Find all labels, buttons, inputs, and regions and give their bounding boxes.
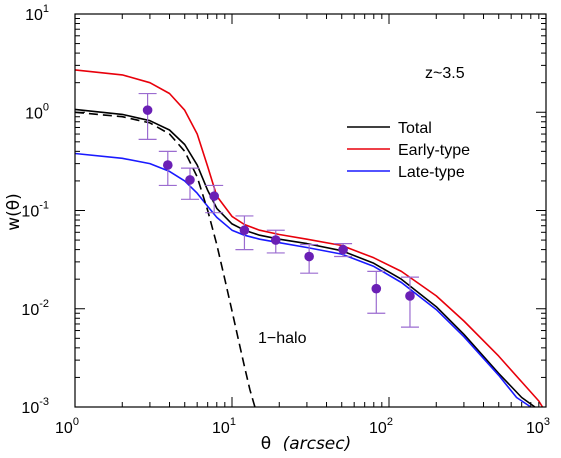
y-tick-label: 100: [25, 101, 49, 122]
series-line-early-type: [74, 69, 544, 408]
data-point: [180, 167, 199, 200]
tick-exponent: 0: [43, 101, 49, 113]
x-tick-label: 102: [369, 416, 393, 437]
data-marker: [239, 225, 250, 236]
data-marker: [142, 105, 153, 115]
tick-base: 10: [526, 420, 544, 437]
data-marker: [162, 160, 173, 170]
tick-base: 10: [21, 302, 39, 319]
data-marker: [209, 191, 219, 201]
tick-base: 10: [212, 420, 230, 437]
data-point: [334, 243, 353, 258]
data-point: [138, 92, 157, 140]
series-line-late-type: [74, 152, 532, 408]
data-point: [300, 243, 319, 274]
data-point: [400, 276, 419, 328]
x-axis-title: θ (arcsec): [261, 434, 352, 454]
data-marker: [304, 251, 314, 262]
plot-lines: [74, 69, 544, 408]
tick-base: 10: [25, 105, 43, 122]
legend: Total Early-type Late-type: [347, 120, 470, 181]
tick-exponent: 3: [544, 416, 550, 428]
legend-label-total: Total: [398, 120, 432, 137]
data-point: [266, 229, 285, 254]
x-tick-label: 100: [55, 416, 79, 437]
tick-base: 10: [25, 7, 43, 24]
data-marker: [270, 235, 281, 245]
data-point: [158, 150, 177, 187]
data-point: [205, 184, 224, 214]
tick-exponent: 0: [73, 416, 79, 428]
series-line-total: [74, 108, 536, 408]
tick-exponent: -2: [39, 298, 49, 310]
data-marker: [371, 283, 382, 294]
y-tick-label: 10-3: [21, 396, 49, 417]
y-tick-label: 101: [25, 3, 49, 24]
legend-label-early-type: Early-type: [398, 142, 470, 159]
y-tick-label: 10-1: [21, 200, 49, 221]
tick-base: 10: [369, 420, 387, 437]
tick-exponent: 1: [230, 416, 236, 428]
data-marker: [185, 175, 195, 185]
x-tick-label: 103: [526, 416, 550, 437]
tick-base: 10: [21, 400, 39, 417]
data-marker: [405, 291, 415, 301]
x-axis-unit: (arcsec): [283, 434, 352, 454]
x-axis-symbol: θ: [261, 434, 271, 454]
y-axis-title: w(θ): [4, 193, 24, 231]
tick-exponent: -1: [39, 200, 49, 212]
series-line-1-halo: [74, 111, 256, 408]
data-point: [367, 270, 386, 314]
tick-exponent: -3: [39, 396, 49, 408]
axis-ticks: [74, 13, 547, 408]
redshift-annotation: z~3.5: [425, 65, 465, 82]
data-marker: [338, 244, 348, 255]
y-tick-label: 10-2: [21, 298, 49, 319]
tick-base: 10: [55, 420, 73, 437]
one-halo-annotation: 1−halo: [258, 330, 307, 347]
legend-label-late-type: Late-type: [398, 164, 465, 181]
data-points: [138, 92, 419, 328]
data-point: [235, 215, 254, 251]
tick-base: 10: [21, 204, 39, 221]
x-tick-label: 101: [212, 416, 236, 437]
tick-exponent: 2: [387, 416, 393, 428]
tick-exponent: 1: [43, 3, 49, 15]
